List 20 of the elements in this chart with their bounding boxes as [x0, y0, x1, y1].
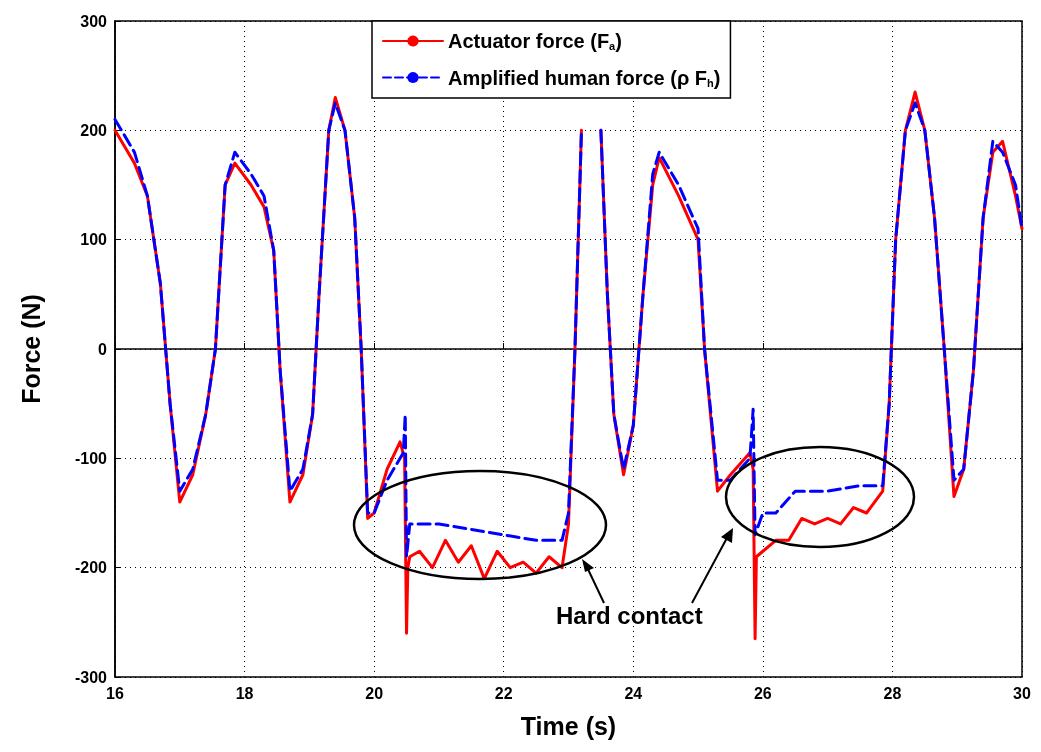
- y-tick-label: -200: [74, 559, 108, 577]
- x-tick-label: 18: [235, 684, 254, 702]
- x-tick-label: 30: [1013, 684, 1031, 702]
- legend-label: Actuator force (Fa): [448, 30, 622, 52]
- x-tick-label: 20: [365, 684, 384, 702]
- legend-label: Amplified human force (ρ Fh): [448, 66, 721, 89]
- x-tick-label: 26: [753, 684, 772, 702]
- x-tick-label: 24: [624, 684, 643, 702]
- annotation: Hard contact: [556, 601, 703, 629]
- x-tick-label: 28: [883, 684, 902, 702]
- y-tick-label: 100: [80, 231, 108, 249]
- y-tick-label: 0: [98, 340, 108, 358]
- x-tick-label: 22: [494, 684, 513, 702]
- y-tick-label: 200: [80, 121, 108, 139]
- x-axis-title: Time (s): [520, 711, 617, 740]
- y-axis-title: Force (N): [16, 294, 45, 404]
- x-tick-label: 16: [106, 684, 124, 702]
- y-tick-label: 300: [80, 12, 108, 30]
- y-tick-label: -100: [74, 449, 108, 467]
- y-tick-label: -300: [74, 668, 108, 686]
